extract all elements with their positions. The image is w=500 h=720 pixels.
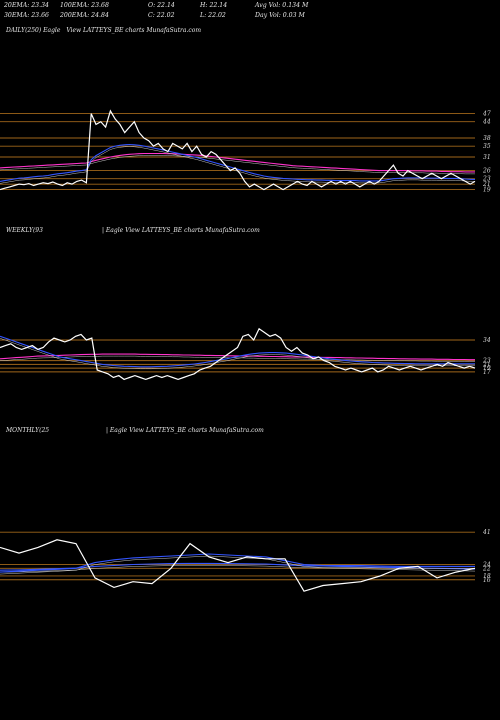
ema30-label: 30EMA: 23.66 — [4, 12, 49, 19]
level-label: 22 — [482, 565, 491, 572]
level-label: 17 — [483, 369, 491, 376]
open-label: O: 22.14 — [148, 2, 175, 9]
level-label: 21 — [482, 361, 491, 368]
moving-average-shadow-line — [0, 338, 475, 370]
level-label: 47 — [482, 111, 491, 118]
level-label: 31 — [483, 154, 491, 161]
avg-vol-label: Avg Vol: 0.134 M — [255, 2, 309, 9]
level-label: 21 — [482, 181, 491, 188]
weekly-title: WEEKLY(93 — [6, 227, 43, 234]
level-label: 26 — [482, 168, 491, 175]
ema200-label: 200EMA: 24.84 — [60, 12, 109, 19]
high-label: H: 22.14 — [200, 2, 228, 9]
level-label: 35 — [483, 143, 491, 150]
level-label: 16 — [483, 577, 491, 584]
price-line — [0, 327, 476, 381]
close-label: C: 22.02 — [148, 12, 175, 19]
price-line — [0, 109, 476, 191]
level-label: 24 — [482, 562, 491, 569]
moving-average-line — [0, 553, 475, 573]
moving-average-shadow-line — [0, 555, 475, 575]
moving-average-shadow-line — [0, 155, 475, 175]
daily-subtitle-text: View LATTEYS_BE charts MunafaSutra.com — [66, 27, 202, 34]
moving-average-line — [0, 353, 475, 361]
ema100-label: 100EMA: 23.68 — [60, 2, 109, 9]
monthly-subtitle: | Eagle View LATTEYS_BE charts MunafaSut… — [106, 427, 264, 434]
moving-average-line — [0, 335, 475, 368]
level-label: 23 — [482, 176, 491, 183]
ema20-label: 20EMA: 23.34 — [4, 2, 49, 9]
level-label: 19 — [483, 365, 491, 372]
price-line — [0, 539, 476, 592]
day-vol-label: Day Vol: 0.03 M — [255, 12, 305, 19]
level-label: 19 — [483, 187, 491, 194]
level-label: 41 — [482, 529, 491, 536]
daily-title-text: DAILY(250) Eagle — [6, 27, 61, 34]
level-label: 34 — [483, 337, 491, 344]
moving-average-line — [0, 143, 476, 182]
low-label: L: 22.02 — [200, 12, 226, 19]
level-label: 18 — [483, 573, 491, 580]
moving-average-line — [0, 152, 475, 173]
daily-title: DAILY(250) Eagle View LATTEYS_BE charts … — [6, 27, 201, 34]
level-label: 38 — [483, 135, 491, 142]
monthly-title: MONTHLY(25 — [6, 427, 50, 434]
level-label: 23 — [482, 358, 491, 365]
level-label: 44 — [482, 119, 491, 126]
weekly-subtitle: | Eagle View LATTEYS_BE charts MunafaSut… — [102, 227, 260, 234]
moving-average-shadow-line — [0, 355, 475, 362]
